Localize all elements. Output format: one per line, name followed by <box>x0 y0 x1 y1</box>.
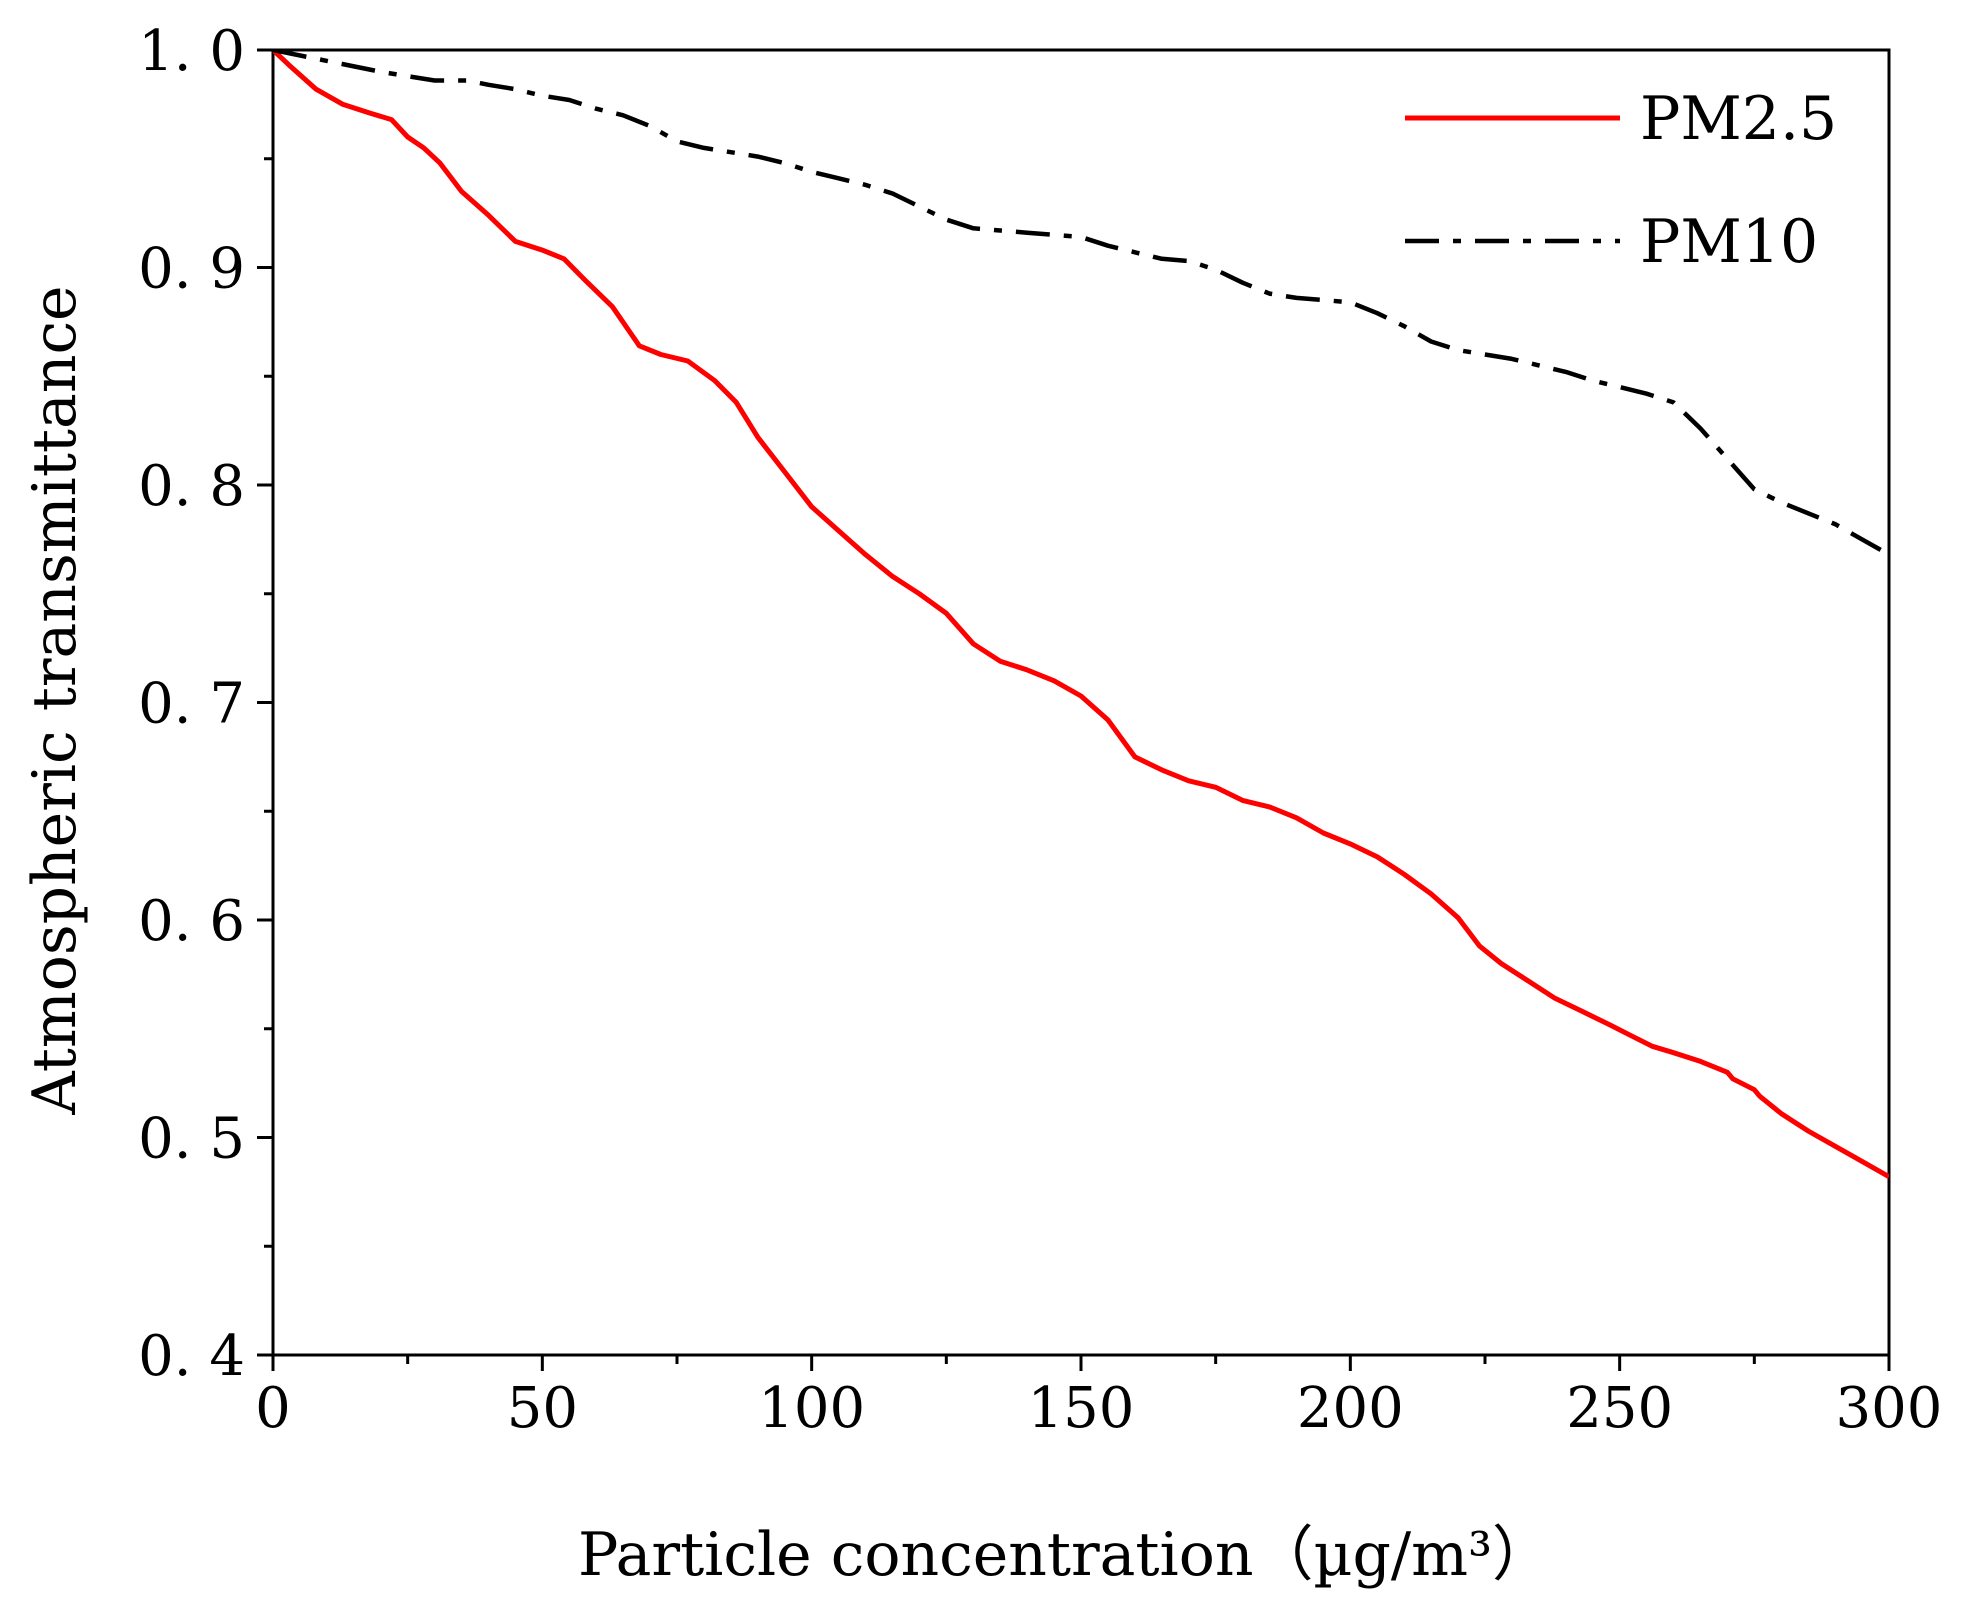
y-tick-label: 0. 5 <box>138 1107 245 1172</box>
x-tick-label: 100 <box>758 1376 865 1441</box>
y-tick-label: 1. 0 <box>138 19 245 84</box>
x-tick-label: 200 <box>1297 1376 1404 1441</box>
ticks-layer: 0 50 100 150 200 250 300 0. 4 0. 5 0. 6 0. 7 0. 8 0.… <box>138 19 1942 1441</box>
y-axis-title: Atmospheric transmittance <box>20 285 90 1115</box>
legend-label-pm2-5: PM2.5 <box>1640 84 1837 154</box>
y-tick-label: 0. 8 <box>138 454 245 519</box>
x-tick-label: 50 <box>507 1376 578 1441</box>
y-tick-label: 0. 6 <box>138 889 245 954</box>
x-tick-label: 150 <box>1028 1376 1135 1441</box>
series-line-pm10 <box>273 50 1889 557</box>
series-line-pm2-5 <box>273 50 1889 1179</box>
y-tick-label: 0. 9 <box>138 237 245 302</box>
x-axis-title: Particle concentration（µg/m³） <box>578 1520 1552 1590</box>
x-tick-label: 250 <box>1566 1376 1673 1441</box>
y-tick-label: 0. 4 <box>138 1324 245 1389</box>
legend: PM2.5 PM10 <box>1405 84 1837 277</box>
x-tick-label: 0 <box>255 1376 291 1441</box>
y-tick-label: 0. 7 <box>138 672 245 737</box>
legend-label-pm10: PM10 <box>1640 207 1818 277</box>
series-layer <box>273 50 1889 1179</box>
x-tick-label: 300 <box>1836 1376 1943 1441</box>
